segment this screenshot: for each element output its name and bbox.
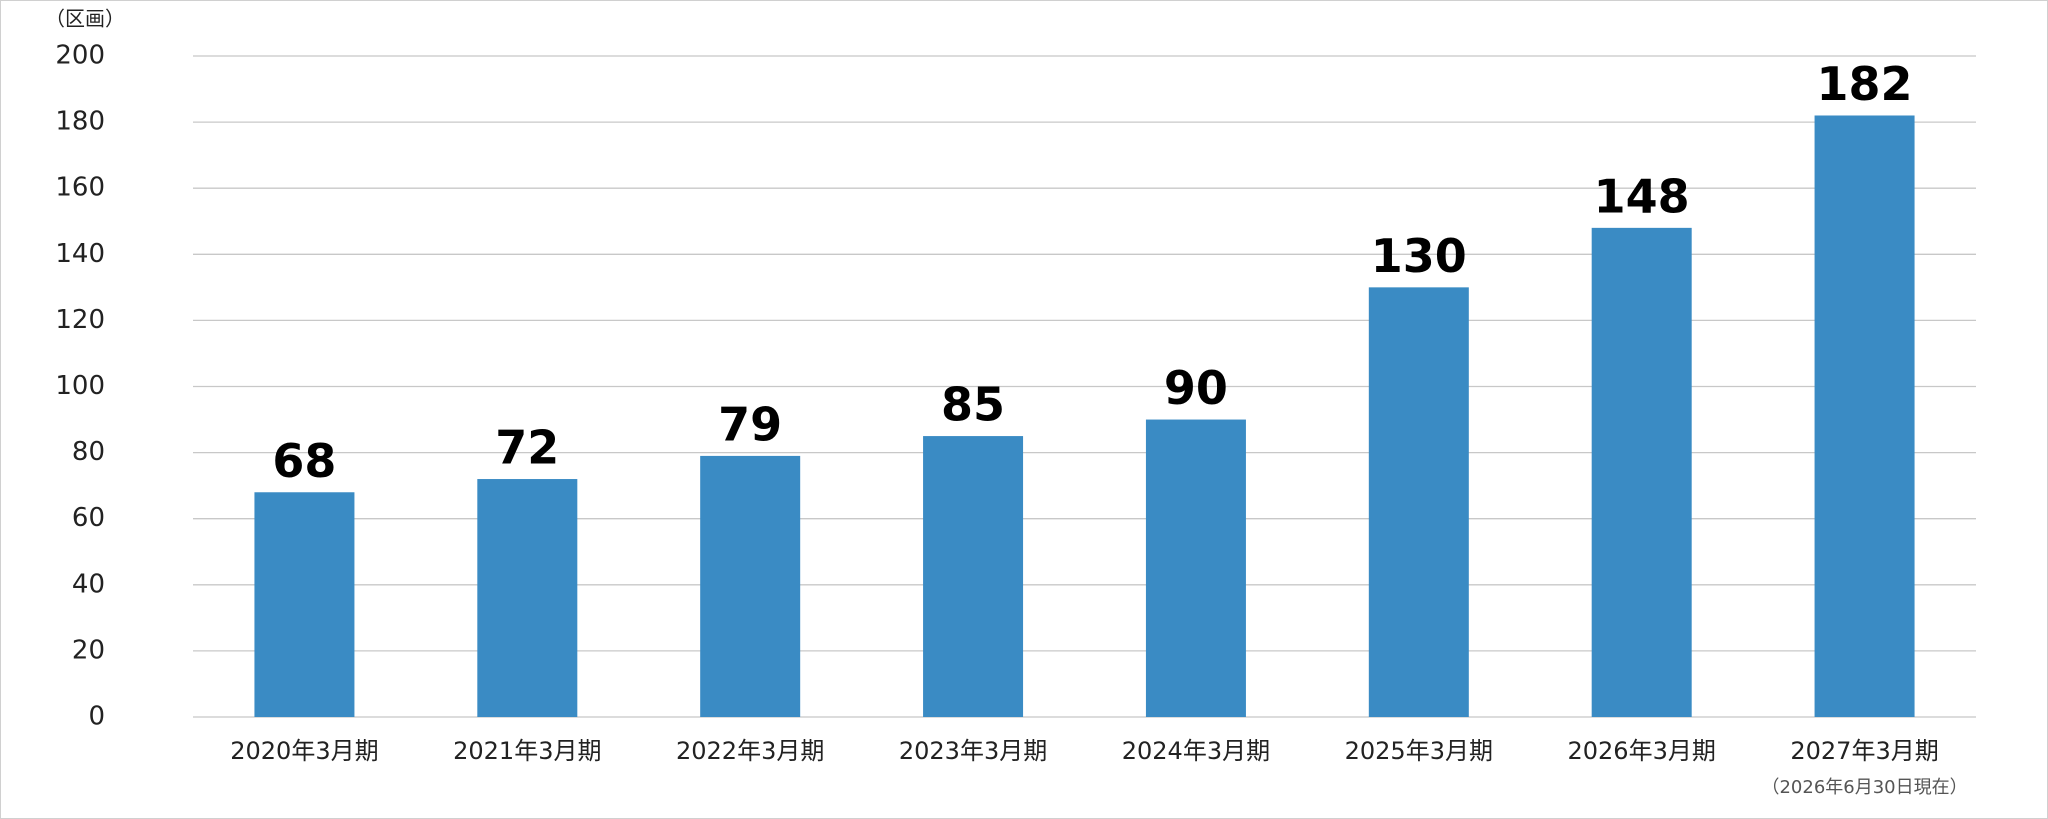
- y-tick-label: 20: [72, 635, 105, 665]
- bar: [923, 436, 1024, 717]
- y-tick-label: 100: [55, 371, 105, 401]
- y-tick-label: 60: [72, 503, 105, 533]
- bar: [1814, 115, 1915, 718]
- x-tick-label: 2021年3月期: [453, 737, 601, 765]
- x-tick-label: 2027年3月期: [1790, 737, 1938, 765]
- y-tick-label: 80: [72, 437, 105, 467]
- bar: [700, 455, 801, 717]
- y-tick-label: 160: [55, 173, 105, 203]
- y-axis-unit: （区画）: [45, 7, 125, 31]
- bar: [1591, 227, 1692, 718]
- bar: [477, 479, 578, 717]
- y-tick-label: 200: [55, 41, 105, 71]
- value-label: 85: [941, 378, 1005, 432]
- y-tick-label: 0: [88, 702, 105, 732]
- y-tick-label: 40: [72, 569, 105, 599]
- value-label: 130: [1371, 229, 1467, 283]
- value-label: 72: [495, 421, 559, 475]
- annotation: （2026年6月30日現在）: [1761, 777, 1967, 798]
- y-tick-label: 140: [55, 239, 105, 269]
- y-tick-label: 120: [55, 305, 105, 335]
- value-label: 90: [1164, 361, 1228, 415]
- x-tick-label: 2025年3月期: [1345, 737, 1493, 765]
- x-tick-label: 2023年3月期: [899, 737, 1047, 765]
- bar: [254, 492, 355, 717]
- value-label: 79: [718, 397, 782, 451]
- value-label: 148: [1594, 169, 1690, 223]
- value-label: 68: [272, 434, 336, 488]
- x-tick-label: 2024年3月期: [1122, 737, 1270, 765]
- bar: [1368, 287, 1469, 717]
- bar: [1145, 419, 1246, 717]
- x-tick-label: 2022年3月期: [676, 737, 824, 765]
- value-label: 182: [1817, 57, 1913, 111]
- x-tick-label: 2020年3月期: [230, 737, 378, 765]
- y-tick-label: 180: [55, 107, 105, 137]
- x-tick-label: 2026年3月期: [1568, 737, 1716, 765]
